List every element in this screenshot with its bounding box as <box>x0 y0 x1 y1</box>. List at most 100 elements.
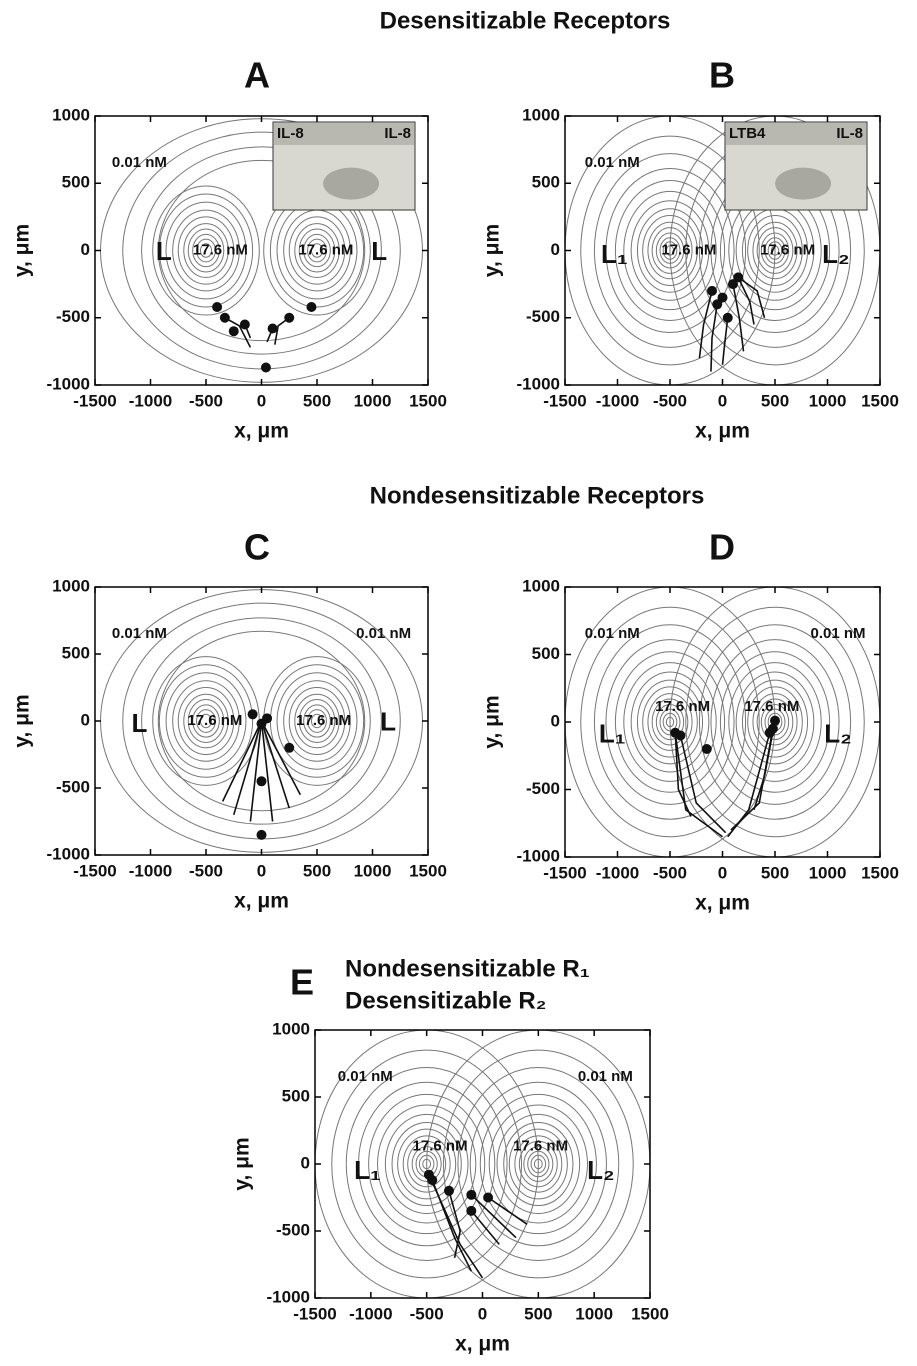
contour-line <box>764 708 786 736</box>
contour-line <box>303 704 331 738</box>
contour-line <box>719 651 831 793</box>
cell-track <box>732 283 745 352</box>
plot-area <box>100 118 423 383</box>
cell-track <box>727 732 771 838</box>
cell-track <box>448 1190 461 1258</box>
contour-line <box>310 243 324 258</box>
contour-line <box>580 606 760 838</box>
contour-line <box>283 680 351 762</box>
contour-line <box>642 215 698 286</box>
contour-line <box>533 1158 543 1170</box>
contour-line <box>523 1146 554 1182</box>
cell-track <box>674 732 723 838</box>
y-tick-label: 0 <box>551 711 560 730</box>
contour-line <box>457 1067 620 1261</box>
x-tick-label: 1500 <box>631 1304 669 1323</box>
contour-line <box>488 1104 588 1224</box>
x-tick-label: 1000 <box>354 391 392 410</box>
contour-line <box>530 1154 547 1174</box>
panel-letter: D <box>709 527 735 568</box>
cell-track <box>753 720 776 810</box>
annotation: 0.01 nM <box>112 625 167 642</box>
cell <box>483 1192 494 1203</box>
x-tick-label: -1500 <box>73 391 116 410</box>
x-tick-label: 0 <box>718 391 727 410</box>
y-tick-label: 1000 <box>52 105 90 124</box>
contour-line <box>503 1121 574 1207</box>
y-tick-label: 1000 <box>522 576 560 595</box>
y-tick-label: 500 <box>62 173 90 192</box>
x-axis-title: x, μm <box>695 420 750 443</box>
contour-line <box>514 1135 563 1193</box>
contour-line <box>298 699 336 743</box>
y-tick-label: -500 <box>526 779 560 798</box>
contour-line <box>565 116 776 385</box>
y-tick-label: 0 <box>81 240 90 259</box>
cell-track <box>431 1179 473 1272</box>
contour-line <box>407 1140 447 1188</box>
contour-line <box>747 686 803 758</box>
contour-line <box>402 1135 451 1193</box>
contour-line <box>760 232 790 269</box>
y-tick-label: -1000 <box>47 844 90 863</box>
contour-line <box>358 1081 496 1247</box>
x-tick-label: 1000 <box>809 391 847 410</box>
x-tick-label: -1000 <box>596 391 639 410</box>
x-tick-label: -1000 <box>129 391 172 410</box>
x-tick-label: 1000 <box>354 861 392 880</box>
contour-line <box>752 221 798 280</box>
contour-line <box>636 679 704 765</box>
cell-track <box>470 1194 517 1239</box>
x-tick-label: 1500 <box>409 391 447 410</box>
cell <box>228 326 239 337</box>
annotation: 17.6 nM <box>413 1138 468 1155</box>
x-tick-label: -500 <box>653 863 687 882</box>
annotation: 17.6 nM <box>655 698 710 715</box>
contour-line <box>345 1067 508 1261</box>
contour-line <box>735 671 815 773</box>
contour-line <box>655 703 685 741</box>
annotation: 17.6 nM <box>187 712 242 729</box>
inset-spot <box>775 167 832 200</box>
annotation: L <box>131 708 147 738</box>
contour-line <box>152 185 260 316</box>
contour-line <box>368 1093 486 1235</box>
x-tick-label: -500 <box>653 391 687 410</box>
cell <box>306 301 317 312</box>
contour-line <box>614 651 726 793</box>
panel-letter: A <box>244 55 270 96</box>
contour-line <box>391 1121 462 1207</box>
contour-line <box>647 693 693 751</box>
x-tick-label: -1500 <box>73 861 116 880</box>
annotation: L₂ <box>822 239 849 269</box>
contour-line <box>605 639 735 805</box>
cell <box>466 1205 477 1216</box>
annotation: 0.01 nM <box>810 625 865 642</box>
annotation: 0.01 nM <box>112 154 167 171</box>
annotation: L₁ <box>601 239 628 269</box>
cell-track <box>221 720 263 802</box>
cell-track <box>249 720 263 822</box>
inset-label: IL-8 <box>277 125 304 142</box>
annotation: L₂ <box>587 1155 614 1185</box>
cell <box>701 744 712 754</box>
cell <box>466 1189 477 1200</box>
y-tick-label: 1000 <box>522 105 560 124</box>
contour-line <box>623 662 717 782</box>
x-tick-label: -1000 <box>129 861 172 880</box>
cell <box>239 319 250 330</box>
contour-line <box>315 1030 539 1298</box>
contour-line <box>307 238 327 263</box>
contour-line <box>199 243 213 258</box>
x-tick-label: -1000 <box>349 1304 392 1323</box>
annotation: 0.01 nM <box>356 625 411 642</box>
contour-line <box>580 135 760 366</box>
contour-line <box>307 709 327 733</box>
y-tick-label: 500 <box>282 1086 310 1105</box>
y-tick-label: 500 <box>62 643 90 662</box>
y-tick-label: -500 <box>526 307 560 326</box>
